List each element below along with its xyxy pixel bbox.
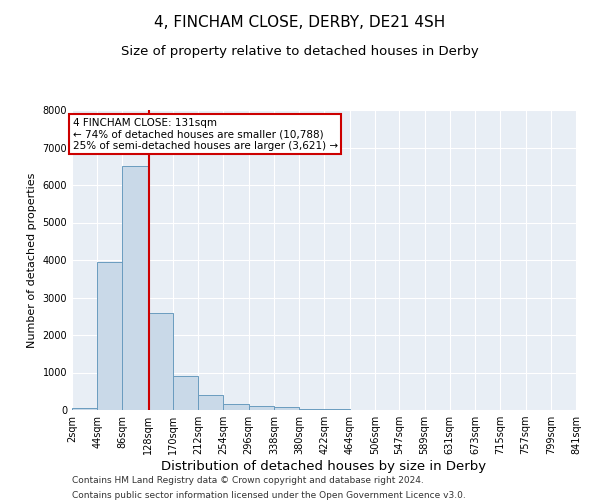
Bar xyxy=(223,404,248,410)
Text: Contains HM Land Registry data © Crown copyright and database right 2024.: Contains HM Land Registry data © Crown c… xyxy=(72,476,424,485)
Text: Size of property relative to detached houses in Derby: Size of property relative to detached ho… xyxy=(121,45,479,58)
Y-axis label: Number of detached properties: Number of detached properties xyxy=(27,172,37,348)
Bar xyxy=(325,409,350,410)
Bar xyxy=(173,376,198,410)
Bar xyxy=(248,406,274,410)
Text: Contains public sector information licensed under the Open Government Licence v3: Contains public sector information licen… xyxy=(72,491,466,500)
Bar xyxy=(198,395,223,410)
X-axis label: Distribution of detached houses by size in Derby: Distribution of detached houses by size … xyxy=(161,460,487,473)
Bar xyxy=(148,312,173,410)
Bar xyxy=(72,408,97,410)
Bar xyxy=(274,407,299,410)
Bar xyxy=(122,166,148,410)
Bar xyxy=(299,408,325,410)
Bar xyxy=(97,262,122,410)
Text: 4, FINCHAM CLOSE, DERBY, DE21 4SH: 4, FINCHAM CLOSE, DERBY, DE21 4SH xyxy=(154,15,446,30)
Text: 4 FINCHAM CLOSE: 131sqm
← 74% of detached houses are smaller (10,788)
25% of sem: 4 FINCHAM CLOSE: 131sqm ← 74% of detache… xyxy=(73,118,338,150)
